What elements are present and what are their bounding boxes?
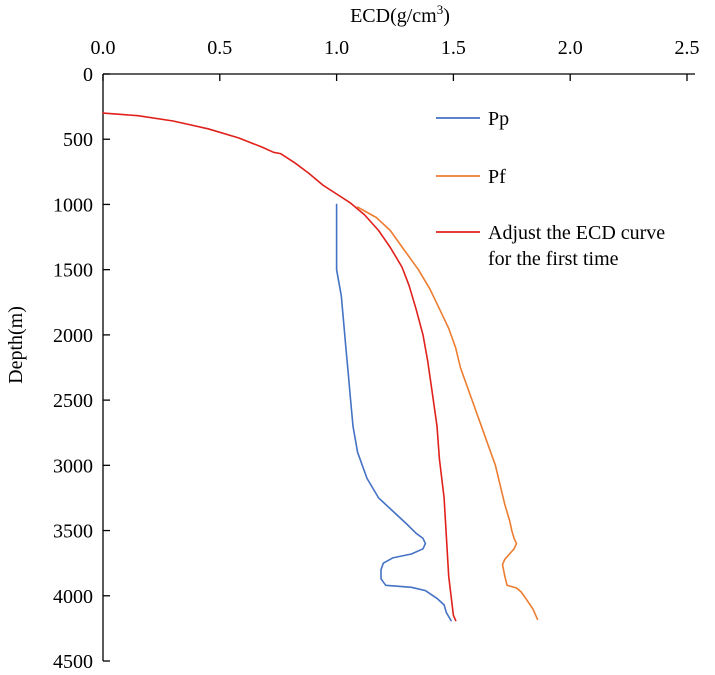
series-line-3 <box>102 112 457 622</box>
x-tick-label: 1.5 <box>441 37 466 59</box>
legend-label-3: for the first time <box>488 248 619 270</box>
y-tick-label: 0 <box>83 64 93 86</box>
y-tick-label: 2000 <box>53 325 93 347</box>
legend-label-1: Pp <box>488 108 509 130</box>
x-axis-title: ECD(g/cm3) <box>350 2 450 27</box>
legend-label-3: Adjust the ECD curve <box>488 222 665 244</box>
legend: Pp Pf Adjust the ECD curve for the first ti… <box>436 108 665 270</box>
y-axis-title: Depth(m) <box>5 306 27 384</box>
y-tick-label: 1000 <box>53 194 93 216</box>
x-tick-label: 2.5 <box>675 37 700 59</box>
y-tick-label: 1500 <box>53 260 93 282</box>
series-group <box>102 112 539 622</box>
y-tick-label: 3500 <box>53 521 93 543</box>
series-line-2 <box>356 206 539 621</box>
y-tick-label: 4000 <box>53 586 93 608</box>
y-tick-label: 500 <box>63 129 93 151</box>
x-tick-label: 1.0 <box>324 37 349 59</box>
legend-label-2: Pf <box>488 166 506 188</box>
x-tick-label: 2.0 <box>558 37 583 59</box>
series-line-1 <box>335 203 452 622</box>
y-tick-label: 3000 <box>53 455 93 477</box>
y-ticks: 0 500 1000 1500 2000 2500 3000 3500 4000 4500 <box>53 64 110 673</box>
x-tick-label: 0.5 <box>207 37 232 59</box>
x-tick-label: 0.0 <box>91 37 116 59</box>
y-tick-label: 4500 <box>53 651 93 673</box>
y-tick-label: 2500 <box>53 390 93 412</box>
x-ticks: 0.0 0.5 1.0 1.5 2.0 2.5 <box>91 37 700 81</box>
